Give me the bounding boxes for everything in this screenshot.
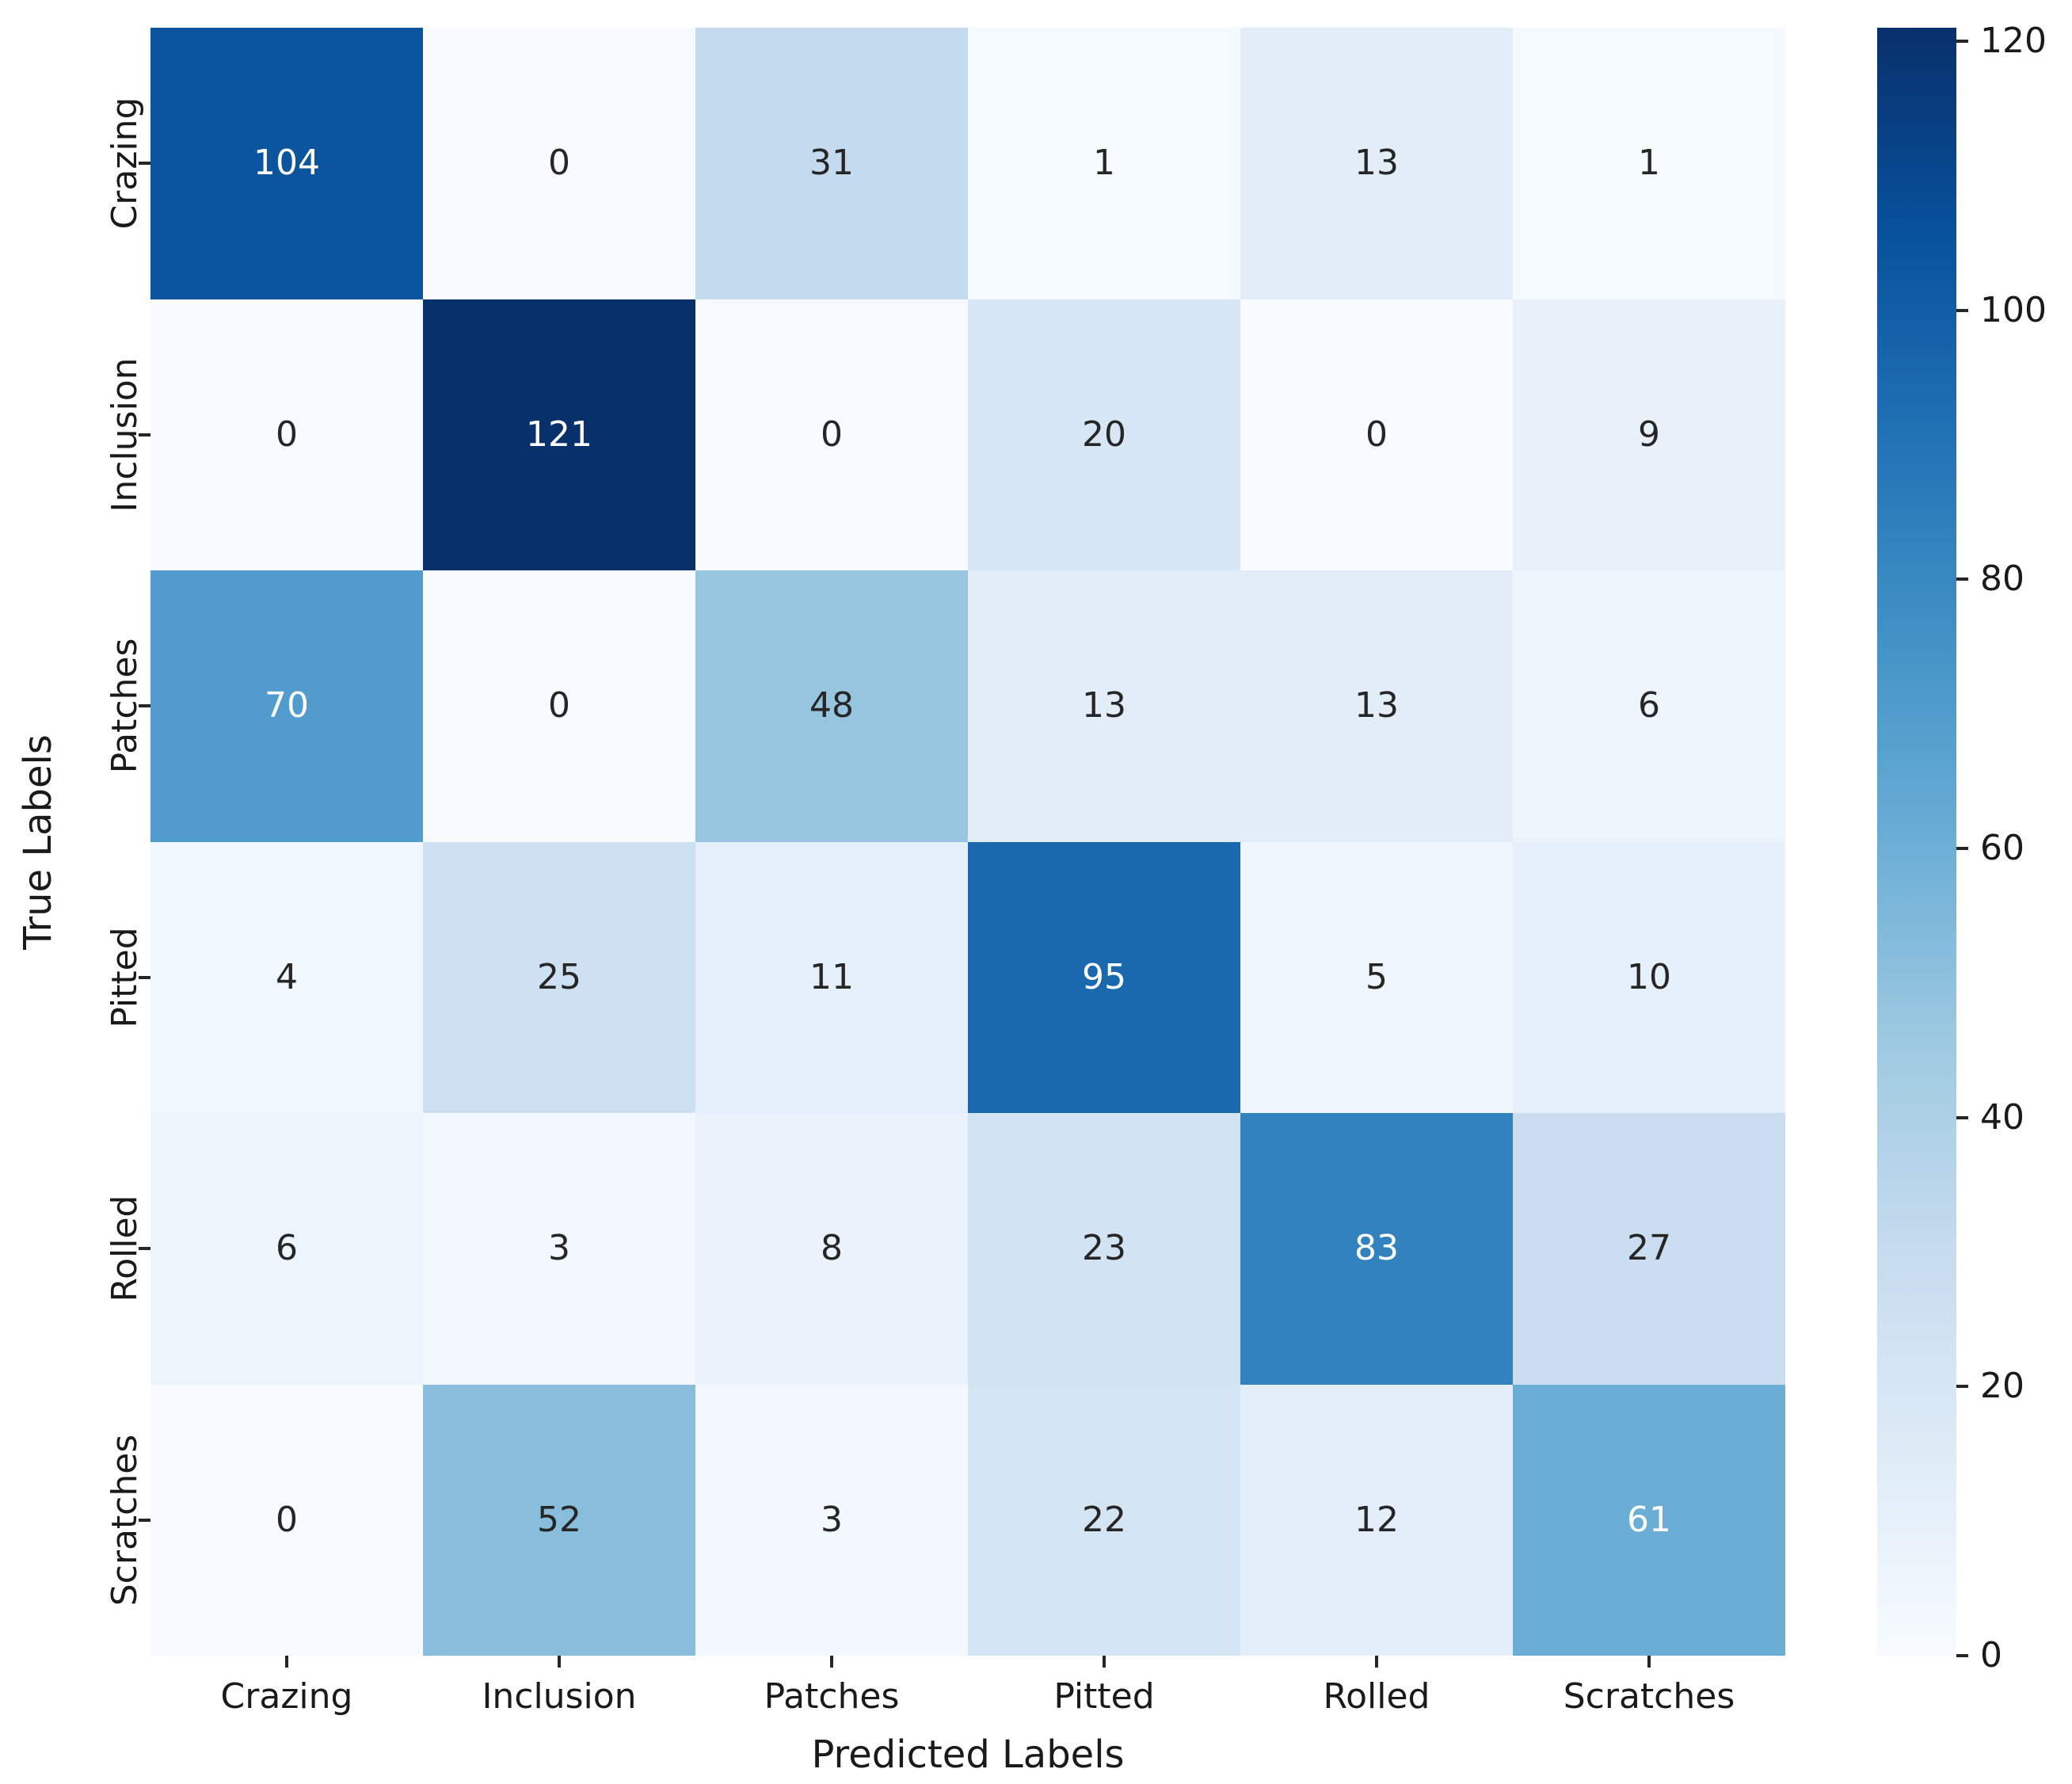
heatmap-cell: 0 [150, 299, 423, 570]
heatmap-cell: 70 [150, 570, 423, 842]
tick-mark [139, 704, 150, 708]
tick-mark [1956, 308, 1968, 312]
tick-mark [558, 1656, 561, 1668]
tick-mark [139, 433, 150, 436]
heatmap-cell: 13 [1240, 570, 1513, 842]
heatmap-cell: 31 [695, 28, 968, 299]
heatmap-cell: 1 [1513, 28, 1785, 299]
heatmap-cell: 1 [968, 28, 1240, 299]
tick-mark [1375, 1656, 1378, 1668]
y-tick-label: Pitted [105, 927, 145, 1028]
heatmap-cell: 0 [695, 299, 968, 570]
heatmap-cell: 22 [968, 1384, 1240, 1656]
y-tick-label: Rolled [105, 1195, 145, 1302]
tick-mark [1956, 39, 1968, 43]
tick-mark [139, 975, 150, 979]
heatmap-cell: 20 [968, 299, 1240, 570]
heatmap-cell: 0 [423, 570, 695, 842]
x-tick-label: Rolled [1323, 1676, 1430, 1717]
heatmap-cell: 27 [1513, 1113, 1785, 1385]
heatmap-cell: 10 [1513, 841, 1785, 1113]
heatmap-cell: 48 [695, 570, 968, 842]
heatmap-cell: 0 [1240, 299, 1513, 570]
y-tick-label: Inclusion [105, 357, 145, 513]
colorbar [1877, 28, 1956, 1656]
heatmap-cell: 52 [423, 1384, 695, 1656]
colorbar-tick-label: 80 [1980, 558, 2024, 600]
tick-mark [285, 1656, 288, 1668]
x-tick-label: Scratches [1563, 1676, 1735, 1717]
heatmap-cell: 5 [1240, 841, 1513, 1113]
y-tick-label: Scratches [105, 1434, 145, 1607]
heatmap-cell: 95 [968, 841, 1240, 1113]
heatmap-cell: 104 [150, 28, 423, 299]
heatmap-cell: 3 [695, 1384, 968, 1656]
heatmap-cell: 121 [423, 299, 695, 570]
heatmap: 104 0 31 1 13 1 0 121 0 20 0 9 70 0 48 13 13 6 4 25 11 95 5 10 6… [150, 28, 1785, 1656]
tick-mark [1956, 1385, 1968, 1389]
y-tick-label: Crazing [105, 97, 145, 230]
colorbar-tick-label: 20 [1980, 1366, 2024, 1407]
heatmap-cell: 9 [1513, 299, 1785, 570]
heatmap-cell: 83 [1240, 1113, 1513, 1385]
heatmap-cell: 6 [150, 1113, 423, 1385]
heatmap-cell: 13 [968, 570, 1240, 842]
y-axis-title: True Labels [16, 734, 60, 950]
heatmap-cell: 13 [1240, 28, 1513, 299]
heatmap-cell: 25 [423, 841, 695, 1113]
heatmap-cell: 0 [150, 1384, 423, 1656]
heatmap-cell: 23 [968, 1113, 1240, 1385]
tick-mark [1956, 1654, 1968, 1657]
tick-mark [1956, 1115, 1968, 1119]
x-axis-title: Predicted Labels [811, 1733, 1125, 1777]
colorbar-tick-label: 60 [1980, 827, 2024, 868]
colorbar-tick-label: 120 [1980, 20, 2047, 61]
x-tick-label: Inclusion [482, 1676, 637, 1717]
colorbar-tick-label: 40 [1980, 1096, 2024, 1138]
y-tick-label: Patches [105, 638, 145, 774]
x-tick-label: Pitted [1053, 1676, 1155, 1717]
colorbar-tick-label: 0 [1980, 1635, 2002, 1675]
tick-mark [139, 1247, 150, 1251]
tick-mark [139, 162, 150, 166]
heatmap-cell: 12 [1240, 1384, 1513, 1656]
heatmap-cell: 0 [423, 28, 695, 299]
tick-mark [1956, 578, 1968, 581]
heatmap-cell: 4 [150, 841, 423, 1113]
heatmap-cell: 6 [1513, 570, 1785, 842]
tick-mark [1647, 1656, 1651, 1668]
heatmap-cell: 3 [423, 1113, 695, 1385]
heatmap-cell: 8 [695, 1113, 968, 1385]
colorbar-tick-label: 100 [1980, 289, 2047, 330]
tick-mark [1103, 1656, 1106, 1668]
x-tick-label: Patches [764, 1676, 900, 1717]
tick-mark [139, 1518, 150, 1522]
x-tick-label: Crazing [220, 1676, 353, 1717]
tick-mark [830, 1656, 833, 1668]
tick-mark [1956, 846, 1968, 850]
heatmap-cell: 11 [695, 841, 968, 1113]
heatmap-cell: 61 [1513, 1384, 1785, 1656]
